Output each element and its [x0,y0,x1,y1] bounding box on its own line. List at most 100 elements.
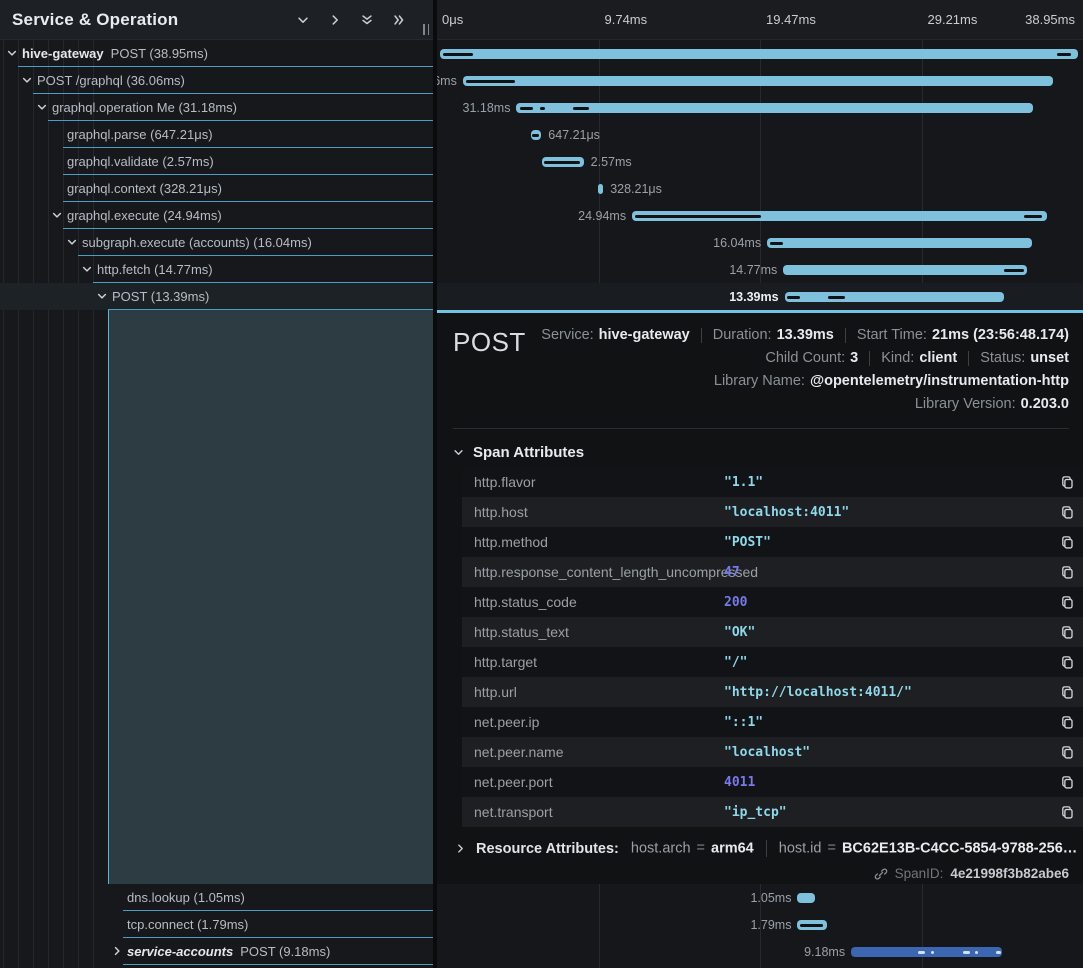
attribute-key: net.transport [474,804,553,820]
resource-attributes-title: Resource Attributes: [476,840,619,857]
copy-icon[interactable] [1060,534,1076,550]
span-bar[interactable] [597,184,604,194]
attribute-key: http.status_code [474,594,577,610]
span-operation-label: POST (9.18ms) [240,944,331,959]
indent-guide [78,40,79,968]
attribute-row: http.url "http://localhost:4011/" [462,677,1083,707]
chevron-down-icon[interactable] [21,74,33,86]
attribute-value: "http://localhost:4011/" [724,684,912,700]
meta-line: Child Count: 3 Kind: client Status: unset [765,348,1069,369]
expand-one-button[interactable] [327,12,343,28]
copy-icon[interactable] [1060,474,1076,490]
span-id-row: SpanID: 4e21998f3b82abe6 [453,866,1069,881]
meta-label: Duration: [712,327,772,343]
expand-all-button[interactable] [391,12,407,28]
span-operation-label: graphql.context (328.21μs) [67,181,222,196]
bar-child-segment [1024,214,1042,218]
panel-resize-handle[interactable] [423,24,429,35]
span-bar[interactable] [797,893,815,903]
timeline-tick: 29.21ms [927,12,978,27]
attribute-key: http.target [474,654,538,670]
link-icon[interactable] [874,867,888,881]
attribute-row: http.status_code 200 [462,587,1083,617]
panel-divider[interactable] [433,0,437,968]
span-id-value: 4e21998f3b82abe6 [950,866,1069,881]
span-attributes-header[interactable]: Span Attributes [453,440,1069,464]
span-bar[interactable] [783,265,1028,275]
span-bar[interactable] [784,292,1005,302]
copy-icon[interactable] [1060,624,1076,640]
span-tree-row[interactable]: http.fetch (14.77ms) [0,256,433,283]
timeline-row: 1.79ms [437,911,1083,938]
span-tree-row[interactable]: hive-gateway POST (38.95ms) [0,40,433,67]
span-tree-row[interactable]: graphql.parse (647.21μs) [0,121,433,148]
attribute-value: 4011 [724,774,756,790]
span-tree-row[interactable]: service-accounts POST (9.18ms) [0,938,433,965]
span-tree-row[interactable]: POST /graphql (36.06ms) [0,67,433,94]
collapse-all-button[interactable] [359,12,375,28]
attribute-row: http.flavor "1.1" [462,467,1083,497]
chevron-down-icon[interactable] [96,290,108,302]
chevron-down-icon[interactable] [51,209,63,221]
span-operation-label: tcp.connect (1.79ms) [127,917,249,932]
meta-line: Library Version: 0.203.0 [915,394,1069,415]
span-duration-label: 31.18ms [462,101,511,115]
span-bar[interactable] [851,947,1002,957]
span-tree-row[interactable]: graphql.context (328.21μs) [0,175,433,202]
copy-icon[interactable] [1060,564,1076,580]
copy-icon[interactable] [1060,714,1076,730]
resource-attributes-row[interactable]: Resource Attributes: host.arch = arm64 host… [453,840,1077,857]
bar-child-segment [769,241,783,245]
span-bar[interactable] [462,76,1054,86]
copy-icon[interactable] [1060,504,1076,520]
chevron-right-icon[interactable] [111,945,123,957]
span-tree-row[interactable]: graphql.validate (2.57ms) [0,148,433,175]
copy-icon[interactable] [1060,654,1076,670]
span-operation-label: graphql.operation Me (31.18ms) [52,100,237,115]
span-tree-row[interactable]: graphql.operation Me (31.18ms) [0,94,433,121]
span-operation-label: graphql.execute (24.94ms) [67,208,222,223]
attribute-value: "POST" [724,534,771,550]
detail-divider [453,428,1069,429]
meta-label: Start Time: [856,327,927,343]
bar-child-segment [963,950,970,954]
bar-child-segment [572,106,590,110]
attribute-value: "ip_tcp" [724,804,787,820]
span-attributes-table: http.flavor "1.1" http.host "localhost:4… [462,467,1083,827]
copy-icon[interactable] [1060,804,1076,820]
meta-value: @opentelemetry/instrumentation-http [809,373,1069,389]
timeline-tick: 9.74ms [604,12,648,27]
span-tree-row[interactable]: tcp.connect (1.79ms) [0,911,433,938]
row-underline [78,255,433,256]
meta-label: Status: [980,350,1026,366]
copy-icon[interactable] [1060,594,1076,610]
span-bar[interactable] [767,238,1032,248]
chevron-down-icon[interactable] [66,236,78,248]
span-tree-row[interactable]: dns.lookup (1.05ms) [0,884,433,911]
row-underline [123,910,433,911]
copy-icon[interactable] [1060,774,1076,790]
copy-icon[interactable] [1060,744,1076,760]
copy-icon[interactable] [1060,684,1076,700]
attribute-value: "OK" [724,624,756,640]
chevron-down-icon[interactable] [6,47,18,59]
span-duration-label: 328.21μs [610,182,662,196]
span-tree-row[interactable]: POST (13.39ms) [0,283,433,310]
span-tree-row[interactable]: subgraph.execute (accounts) (16.04ms) [0,229,433,256]
meta-value: hive-gateway [598,327,690,343]
collapse-one-button[interactable] [295,12,311,28]
bar-child-segment [531,133,540,137]
timeline-row: 1.05ms [437,884,1083,911]
chevron-down-icon[interactable] [81,263,93,275]
span-bar[interactable] [632,211,1047,221]
indent-guide [93,40,94,968]
left-panel-header: Service & Operation [0,0,433,40]
selected-span-region [108,310,433,884]
span-bar[interactable] [516,103,1034,113]
chevron-down-icon[interactable] [36,101,48,113]
span-tree-row[interactable]: graphql.execute (24.94ms) [0,202,433,229]
meta-label: Library Version: [914,396,1016,412]
span-bar[interactable] [439,49,1078,59]
attribute-value: 47 [724,564,740,580]
